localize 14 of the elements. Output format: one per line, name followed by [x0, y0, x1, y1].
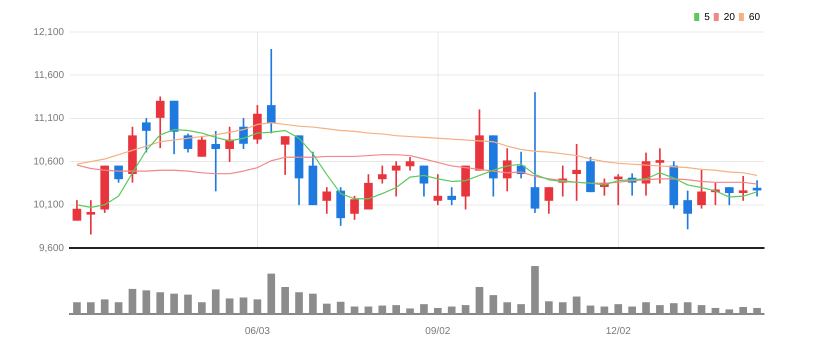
x-tick-label: 06/03: [244, 326, 270, 337]
y-tick-label: 11,100: [34, 113, 64, 124]
x-tick-label: 12/02: [606, 326, 632, 337]
y-tick-label: 12,100: [33, 26, 64, 38]
y-tick-label: 10,600: [33, 156, 64, 168]
legend-label: 5: [704, 12, 710, 23]
candlestick: [530, 92, 540, 213]
legend-label: 20: [724, 12, 736, 23]
x-tick-label: 09/02: [425, 326, 451, 337]
y-tick-label: 9,600: [38, 242, 64, 254]
candlestick: [752, 180, 762, 196]
y-tick-label: 11,600: [34, 70, 64, 81]
legend-label: 60: [748, 12, 760, 23]
y-tick-label: 10,100: [33, 200, 64, 211]
